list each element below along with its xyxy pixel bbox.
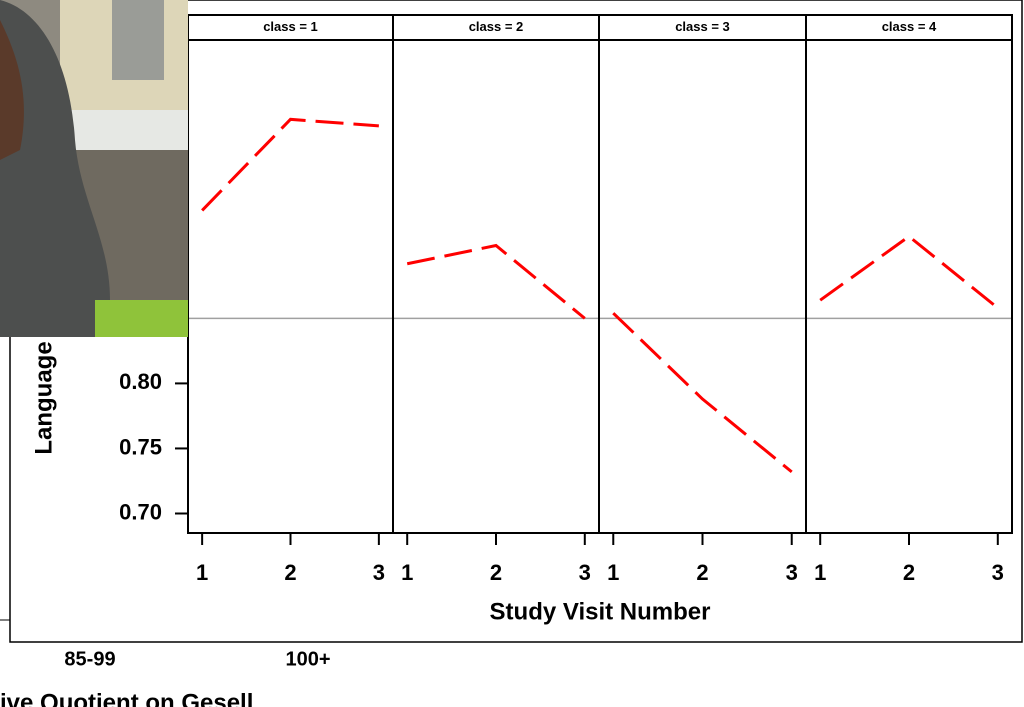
x-tick-label: 3 xyxy=(373,560,385,585)
panel-frame xyxy=(187,39,394,534)
panels: 1 2 3 0.70 0.75 0.80 class = 1 1 2 3 class = 2 1 2 3 c… xyxy=(119,14,1013,585)
photo xyxy=(0,0,188,337)
photo-hair xyxy=(0,20,24,160)
panel-title: class = 3 xyxy=(675,19,730,34)
panel-title: class = 1 xyxy=(263,19,318,34)
background-caption: ive Quotient on Gesell xyxy=(0,689,253,707)
photo-chair xyxy=(95,300,188,337)
y-tick-label: 0.80 xyxy=(119,369,162,394)
panel-title: class = 2 xyxy=(469,19,524,34)
x-tick-label: 3 xyxy=(786,560,798,585)
panel-frame xyxy=(805,39,1013,534)
x-tick-label: 3 xyxy=(579,560,591,585)
x-tick-label: 3 xyxy=(992,560,1004,585)
x-tick-label: 1 xyxy=(196,560,208,585)
x-axis-label: Study Visit Number xyxy=(490,598,711,625)
photo-sweater xyxy=(0,0,110,337)
x-tick-label: 2 xyxy=(903,560,915,585)
strip xyxy=(598,14,807,41)
data-line xyxy=(201,117,379,212)
x-tick-label: 1 xyxy=(607,560,619,585)
x-tick-label: 1 xyxy=(814,560,826,585)
strip xyxy=(805,14,1013,41)
background-label: 85-99 xyxy=(64,648,115,670)
x-tick-label: 2 xyxy=(696,560,708,585)
data-line xyxy=(819,234,999,310)
data-line xyxy=(406,243,586,320)
background-label: 100+ xyxy=(285,648,330,670)
photo-window xyxy=(112,0,164,80)
y-tick-label: 0.70 xyxy=(119,499,162,524)
data-line xyxy=(612,312,793,474)
panel-frame xyxy=(392,39,600,534)
y-tick-label: 0.75 xyxy=(119,434,162,459)
photo-sill xyxy=(60,110,188,150)
x-tick-label: 2 xyxy=(284,560,296,585)
y-axis-label: Language xyxy=(30,341,57,454)
x-tick-label: 2 xyxy=(490,560,502,585)
panel-title: class = 4 xyxy=(882,19,937,34)
x-tick-label: 1 xyxy=(401,560,413,585)
